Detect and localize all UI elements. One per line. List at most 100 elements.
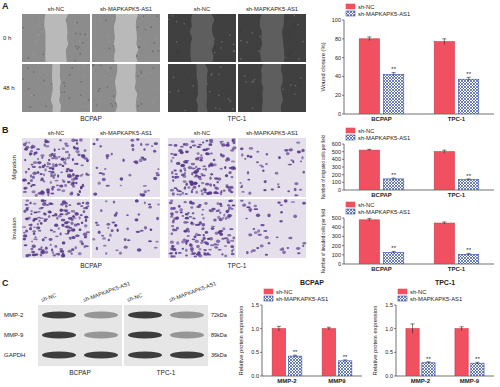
cell <box>170 159 172 162</box>
cell <box>49 238 53 241</box>
cell <box>40 207 44 209</box>
cell <box>104 168 107 170</box>
texture <box>215 107 217 109</box>
cell <box>79 228 82 230</box>
bar <box>359 220 379 264</box>
cell <box>294 182 298 185</box>
cell <box>281 247 284 250</box>
y-tick-label: 100 <box>332 17 341 23</box>
cell <box>201 228 204 230</box>
cell <box>296 142 300 144</box>
cell <box>192 238 196 240</box>
y-tick-label: 0.5 <box>251 349 259 355</box>
cell <box>29 153 33 156</box>
cell <box>231 160 235 162</box>
cell <box>67 181 71 184</box>
cell <box>205 183 209 186</box>
texture <box>214 47 216 49</box>
texture <box>231 93 233 95</box>
cell <box>193 182 197 185</box>
cell <box>301 156 303 159</box>
cell <box>71 210 75 212</box>
texture <box>289 76 291 78</box>
cell <box>30 174 32 177</box>
bar <box>422 363 435 376</box>
texture <box>219 15 221 17</box>
cell <box>297 252 301 254</box>
cell <box>193 186 197 189</box>
cell <box>185 143 189 146</box>
cell <box>45 141 49 144</box>
cell <box>37 161 41 164</box>
cell <box>45 250 48 253</box>
cell <box>33 238 35 240</box>
cell <box>76 142 78 145</box>
cell <box>96 247 98 250</box>
cell <box>210 153 213 155</box>
cell <box>284 149 289 152</box>
texture <box>176 21 178 23</box>
band <box>170 351 204 358</box>
cell <box>50 193 54 195</box>
texture <box>172 15 174 17</box>
cell <box>55 253 59 255</box>
cell <box>93 193 97 196</box>
cell <box>52 215 55 217</box>
cell <box>29 202 31 205</box>
column-label: sh-NC <box>194 130 210 136</box>
error-bar <box>293 355 297 357</box>
cell <box>246 251 249 254</box>
cell <box>185 242 187 245</box>
cell <box>128 174 131 177</box>
y-tick-label: 20 <box>335 92 341 98</box>
cell <box>58 253 60 256</box>
cell <box>71 181 75 184</box>
texture <box>98 90 100 92</box>
y-tick <box>342 144 344 145</box>
band-label: GAPDH <box>4 352 25 358</box>
texture <box>177 51 179 53</box>
cell <box>208 143 212 146</box>
cell <box>65 170 68 172</box>
cell <box>190 184 193 186</box>
cell <box>106 185 110 187</box>
cell <box>293 215 297 219</box>
cell <box>202 141 205 143</box>
cell <box>195 166 198 168</box>
cell <box>81 242 84 244</box>
texture <box>225 73 227 75</box>
cell <box>68 227 72 229</box>
texture <box>69 97 71 99</box>
cell <box>66 212 69 214</box>
cell <box>27 182 30 185</box>
y-tick-label: 200 <box>332 172 341 178</box>
texture <box>93 64 95 66</box>
y-axis-label: Number of invaded cells per field <box>320 209 326 273</box>
cell <box>71 248 75 251</box>
x-tick-label: TPC-1 <box>448 116 466 122</box>
cell <box>288 237 292 240</box>
wound-gap <box>51 64 61 112</box>
marks <box>359 218 479 264</box>
legend-swatch <box>346 135 355 140</box>
texture <box>96 104 98 106</box>
cell <box>263 189 266 191</box>
y-tick-label: 200 <box>332 243 341 249</box>
cell <box>31 144 34 147</box>
texture <box>111 58 113 60</box>
texture <box>244 75 246 77</box>
texture <box>71 67 73 69</box>
wound-image <box>238 14 306 62</box>
cell <box>111 153 113 156</box>
cell <box>28 142 30 144</box>
chart: sh-NCsh-MAPKAPK5-AS1020406080100Wound cl… <box>320 4 494 122</box>
y-axis-label: Relative protein expression <box>372 306 378 376</box>
cell <box>85 206 88 209</box>
cell <box>126 228 129 231</box>
texture <box>43 31 45 33</box>
cell <box>188 216 192 218</box>
texture <box>298 84 300 86</box>
texture <box>293 15 295 17</box>
cell <box>294 188 297 191</box>
significance: ** <box>293 349 298 355</box>
